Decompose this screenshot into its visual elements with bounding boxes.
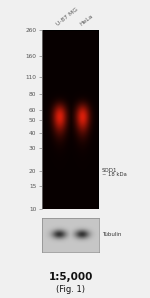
Text: 1:5,000: 1:5,000 bbox=[48, 271, 93, 282]
Text: U-87 MG: U-87 MG bbox=[56, 7, 80, 27]
Text: ~ 18 kDa: ~ 18 kDa bbox=[102, 173, 127, 177]
Text: HeLa: HeLa bbox=[79, 13, 94, 27]
Text: (Fig. 1): (Fig. 1) bbox=[56, 285, 85, 294]
Text: Tubulin: Tubulin bbox=[102, 232, 121, 237]
Text: SOD1: SOD1 bbox=[102, 168, 117, 173]
